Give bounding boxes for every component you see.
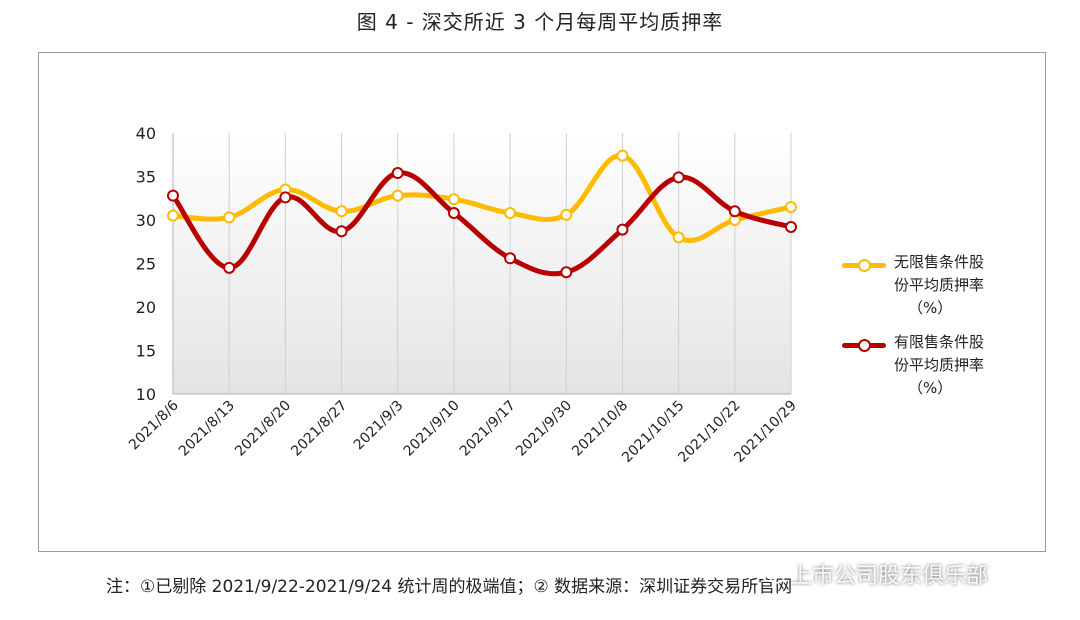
- x-tick-label: 2021/9/30: [513, 398, 575, 460]
- y-tick-label: 20: [136, 298, 156, 317]
- y-tick-label: 15: [136, 342, 156, 361]
- data-point-unrestricted: [335, 205, 348, 218]
- data-point-restricted: [560, 266, 573, 279]
- chart-legend: 无限售条件股 份平均质押率 （%） 有限售条件股 份平均质押率 （%）: [842, 253, 1032, 415]
- data-point-unrestricted: [672, 231, 685, 244]
- data-point-unrestricted: [391, 189, 404, 202]
- data-point-restricted: [223, 261, 236, 274]
- data-point-restricted: [616, 223, 629, 236]
- data-point-restricted: [391, 167, 404, 180]
- data-point-restricted: [167, 189, 179, 202]
- data-point-unrestricted: [504, 207, 517, 220]
- legend-marker-unrestricted: [858, 259, 871, 272]
- legend-label-unrestricted: 无限售条件股 份平均质押率 （%）: [894, 253, 985, 317]
- data-point-restricted: [728, 205, 741, 218]
- x-tick-label: 2021/9/3: [351, 398, 407, 454]
- data-point-restricted: [335, 225, 348, 238]
- data-point-unrestricted: [447, 193, 460, 206]
- legend-item-unrestricted: 无限售条件股 份平均质押率 （%）: [842, 253, 1032, 335]
- y-tick-label: 40: [136, 124, 156, 143]
- data-point-unrestricted: [167, 209, 179, 222]
- data-point-unrestricted: [560, 208, 573, 221]
- legend-item-restricted: 有限售条件股 份平均质押率 （%）: [842, 333, 1032, 415]
- data-point-unrestricted: [223, 211, 236, 224]
- x-tick-label: 2021/9/17: [457, 398, 519, 460]
- plot-area-background: [173, 133, 791, 394]
- figure-title: 图 4 - 深交所近 3 个月每周平均质押率: [356, 10, 724, 34]
- y-tick-label: 30: [136, 211, 156, 230]
- watermark: 上市公司股东俱乐部: [760, 558, 988, 590]
- legend-label-restricted: 有限售条件股 份平均质押率 （%）: [894, 333, 985, 397]
- data-point-restricted: [279, 191, 292, 204]
- y-tick-label: 35: [136, 168, 156, 187]
- wechat-icon: [760, 566, 785, 584]
- x-tick-label: 2021/8/27: [288, 398, 350, 460]
- data-point-restricted: [672, 171, 685, 184]
- data-point-restricted: [447, 207, 460, 220]
- x-tick-label: 2021/8/13: [176, 398, 238, 460]
- legend-marker-restricted: [858, 339, 871, 352]
- data-point-unrestricted: [616, 149, 629, 162]
- footnote: 注：①已剔除 2021/9/22-2021/9/24 统计周的极端值；② 数据来…: [106, 577, 793, 597]
- data-point-restricted: [785, 220, 797, 233]
- x-tick-label: 2021/8/6: [126, 397, 182, 453]
- y-tick-label: 10: [136, 385, 156, 404]
- data-point-unrestricted: [785, 200, 797, 213]
- x-tick-label: 2021/8/20: [232, 398, 294, 460]
- x-tick-label: 2021/10/8: [569, 398, 631, 460]
- y-tick-label: 25: [136, 255, 156, 274]
- x-tick-label: 2021/9/10: [401, 398, 463, 460]
- data-point-restricted: [504, 252, 517, 265]
